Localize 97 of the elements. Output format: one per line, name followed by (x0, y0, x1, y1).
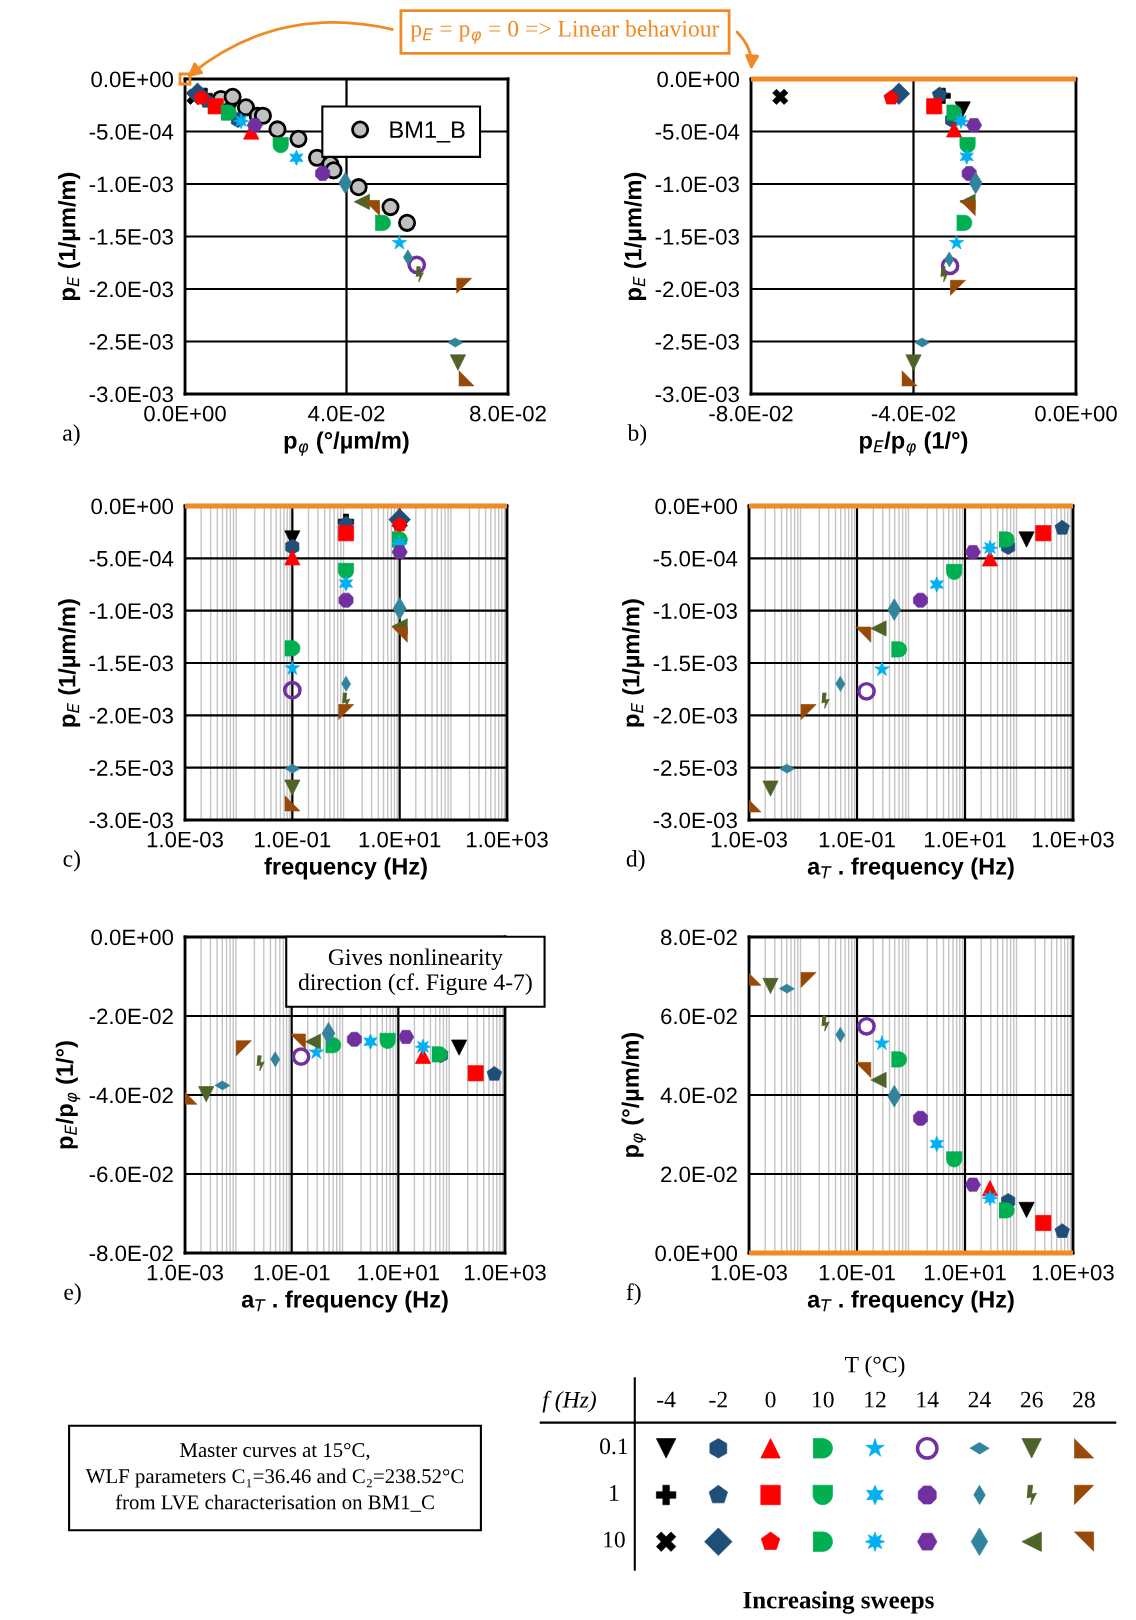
x-tick-label: 1.0E+01 (924, 831, 1006, 848)
y-axis-title: p$_{E}$/p$_{φ}$ (1/°) (55, 1041, 81, 1149)
y-tick-label: -2.0E-03 (89, 707, 173, 724)
y-tick-label: -2.5E-03 (653, 760, 737, 776)
x-tick-label: 1.0E+01 (359, 831, 441, 848)
text: f (Hz) (542, 1390, 596, 1413)
y-tick-label: -8.0E-02 (89, 1245, 173, 1262)
y-tick-label: -1.5E-03 (653, 655, 737, 672)
category-label: 10 (813, 1391, 834, 1408)
x-axis-title: a$_{T}$ . frequency (Hz) (241, 1290, 448, 1313)
x-tick-label: 1.0E+01 (924, 1264, 1006, 1281)
x-tick-label: 1.0E+03 (466, 831, 548, 848)
y-axis-title: p$_{E}$ (1/µm/m) (58, 172, 81, 300)
y-tick-label: -5.0E-04 (89, 550, 174, 567)
y-tick-label: 0.0E+00 (91, 498, 174, 515)
x-tick-label: 1.0E-01 (819, 831, 895, 848)
category-label: 14 (917, 1391, 939, 1408)
x-tick-label: 0.0E+00 (144, 405, 226, 422)
y-tick-label: -5.0E-04 (653, 550, 738, 567)
y-tick-label: -3.0E-03 (653, 812, 737, 829)
y-tick-label: -2.0E-03 (655, 281, 739, 298)
x-tick-label: 0.0E+00 (1035, 405, 1117, 422)
y-tick-label: 0.0E+00 (91, 71, 174, 88)
x-axis-title: p$_{φ}$ (°/µm/m) (284, 431, 409, 456)
x-axis-title: a$_{T}$ . frequency (Hz) (807, 1290, 1014, 1313)
text: b) (627, 424, 647, 446)
category-label: -4 (657, 1391, 676, 1408)
y-tick-label: -3.0E-03 (655, 386, 739, 403)
text: a) (63, 424, 80, 446)
y-tick-label: 6.0E-02 (661, 1008, 737, 1025)
x-tick-label: 1.0E+01 (358, 1264, 439, 1281)
annotation: Gives nonlinearity direction (cf. Figure 4-7) (298, 948, 532, 996)
x-tick-label: 1.0E+03 (1032, 1264, 1114, 1281)
y-tick-label: 8.0E-02 (661, 929, 737, 946)
text: p$_{E}$ = p$_{φ}$ = 0 => Linear behaviour (410, 20, 720, 44)
category-label: 0 (765, 1391, 776, 1408)
x-tick-label: 8.0E-02 (470, 405, 546, 422)
x-tick-label: -4.0E-02 (871, 405, 955, 422)
text: f) (626, 1283, 641, 1305)
y-tick-label: -1.0E-03 (653, 603, 737, 619)
y-tick-label: -4.0E-02 (89, 1087, 173, 1104)
y-tick-label: 2.0E-02 (661, 1166, 737, 1183)
y-tick-label: 4.0E-02 (660, 1087, 737, 1104)
x-tick-label: 1.0E+03 (1032, 831, 1114, 848)
x-tick-label: -8.0E-02 (709, 405, 793, 422)
category-label: 12 (865, 1391, 886, 1408)
text: e) (64, 1283, 81, 1305)
x-tick-label: 1.0E-03 (711, 831, 787, 848)
text: T (°C) (845, 1355, 905, 1378)
y-tick-label: 0.0E+00 (655, 498, 738, 515)
x-axis-title: frequency (Hz) (264, 857, 427, 880)
category-label: 1 (610, 1485, 619, 1501)
y-tick-label: 0.0E+00 (91, 929, 174, 946)
x-tick-label: 4.0E-02 (308, 405, 385, 422)
category-label: 26 (1020, 1391, 1043, 1408)
y-tick-label: -1.0E-03 (655, 176, 739, 193)
category-label: 0.1 (600, 1438, 628, 1455)
y-axis-title: p$_{φ}$ (°/µm/m) (621, 1032, 647, 1157)
y-tick-label: -2.0E-03 (89, 281, 173, 298)
y-tick-label: -1.0E-03 (89, 176, 173, 193)
x-tick-label: 1.0E+03 (464, 1264, 546, 1281)
y-tick-label: -1.5E-03 (89, 229, 173, 245)
category-label: 28 (1073, 1391, 1095, 1408)
x-tick-label: 1.0E-01 (255, 831, 331, 848)
y-tick-label: -3.0E-03 (89, 386, 173, 403)
category-label: -2 (709, 1391, 727, 1408)
text: c) (63, 850, 80, 872)
y-tick-label: -5.0E-04 (89, 124, 174, 140)
text: d) (626, 850, 645, 872)
category-label: 10 (604, 1531, 625, 1548)
y-tick-label: -2.0E-02 (89, 1008, 173, 1025)
y-tick-label: -1.5E-03 (655, 229, 739, 245)
y-axis-title: p$_{E}$ (1/µm/m) (622, 599, 645, 727)
y-tick-label: -2.0E-03 (653, 707, 737, 724)
category-label: 24 (968, 1391, 991, 1408)
x-tick-label: 1.0E-01 (819, 1264, 895, 1281)
y-tick-label: -6.0E-02 (89, 1166, 173, 1183)
y-tick-label: 0.0E+00 (655, 1245, 738, 1262)
y-tick-label: 0.0E+00 (657, 71, 740, 88)
y-tick-label: -1.5E-03 (89, 655, 173, 672)
x-tick-label: 1.0E-03 (147, 831, 223, 848)
y-tick-label: -3.0E-03 (89, 812, 173, 829)
x-axis-title: p$_{E}$/p$_{φ}$ (1/°) (860, 431, 968, 456)
y-tick-label: -2.5E-03 (89, 334, 173, 350)
y-tick-label: -5.0E-04 (655, 124, 740, 140)
y-tick-label: -2.5E-03 (89, 760, 173, 776)
x-tick-label: 1.0E-01 (254, 1264, 330, 1281)
text: Master curves at 15°C, WLF parameters C₁=36.46 and C₂=238.52°C from LVE characterisation on BM1_C (85, 1443, 464, 1512)
x-tick-label: 1.0E-03 (147, 1264, 223, 1281)
x-tick-label: 1.0E-03 (711, 1264, 787, 1281)
y-tick-label: -2.5E-03 (655, 334, 739, 350)
y-tick-label: -1.0E-03 (89, 603, 173, 619)
y-axis-title: p$_{E}$ (1/µm/m) (624, 172, 647, 300)
x-axis-title: a$_{T}$ . frequency (Hz) (807, 857, 1014, 880)
y-axis-title: p$_{E}$ (1/µm/m) (58, 599, 81, 727)
text: Increasing sweeps (743, 1590, 934, 1614)
legend-label: BM1_B (390, 121, 465, 143)
